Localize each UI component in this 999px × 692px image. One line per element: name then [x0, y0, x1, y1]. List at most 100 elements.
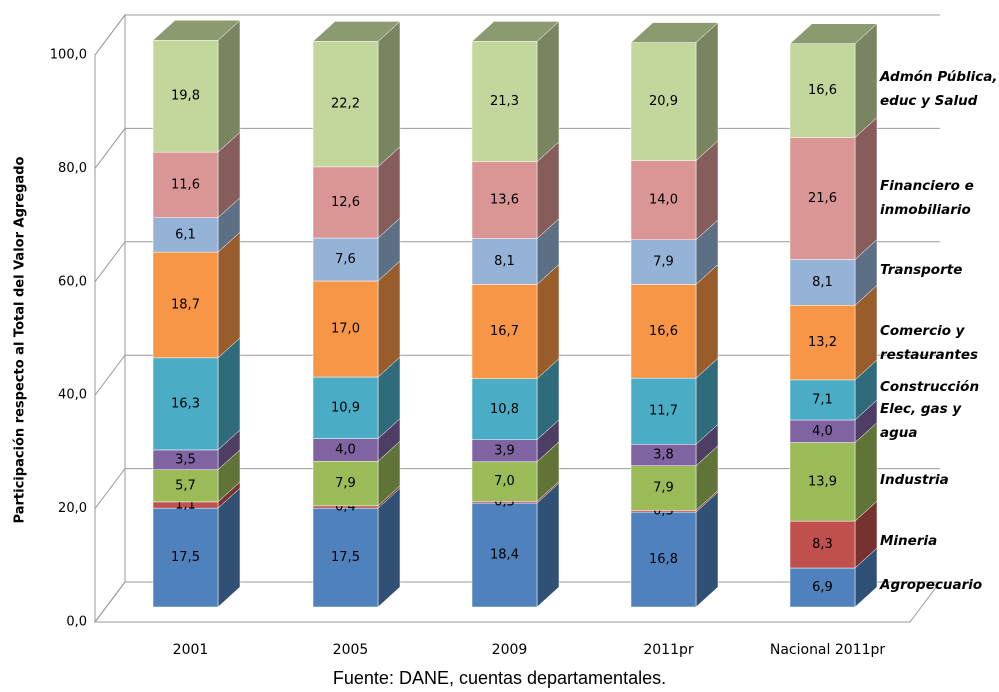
- bar-segment: [152, 469, 219, 503]
- bar-segment: [789, 137, 856, 260]
- bar-side: [854, 116, 878, 261]
- value-label: 5,7: [175, 478, 196, 493]
- bar-segment: [312, 41, 379, 168]
- bar-segment: [789, 520, 856, 569]
- bar-segment: [630, 284, 697, 379]
- legend-label: Industria: [880, 472, 949, 488]
- value-label: 16,8: [649, 552, 678, 567]
- bar-top: [312, 21, 401, 42]
- value-label: 10,8: [490, 402, 519, 417]
- value-label: 19,8: [171, 89, 200, 104]
- bar-segment: [471, 378, 538, 441]
- value-label: 20,9: [649, 94, 678, 109]
- legend-label: Construcción: [880, 379, 980, 395]
- value-label: 18,4: [490, 548, 519, 563]
- value-label: 6,1: [175, 227, 196, 242]
- bar-segment: [152, 217, 219, 253]
- bar-segment: [630, 511, 697, 608]
- value-label: 11,6: [171, 177, 200, 192]
- value-label: 8,1: [494, 254, 515, 269]
- bar-side: [377, 487, 401, 608]
- value-label: 17,5: [331, 550, 360, 565]
- bar-segment: [312, 376, 379, 439]
- value-label: 22,2: [331, 97, 360, 112]
- bar-segment: [471, 238, 538, 285]
- source-note: Fuente: DANE, cuentas departamentales.: [332, 668, 667, 688]
- value-label: 3,8: [653, 448, 674, 463]
- bar-side: [536, 20, 560, 163]
- value-label: 16,7: [490, 324, 519, 339]
- bar-top: [789, 23, 878, 44]
- value-label: 18,7: [171, 298, 200, 313]
- value-label: 13,6: [490, 193, 519, 208]
- bar-segment: [152, 151, 219, 218]
- value-label: 21,6: [808, 191, 837, 206]
- y-tick-label: 60,0: [58, 274, 87, 289]
- bar-side: [695, 21, 719, 162]
- value-label: 21,3: [490, 94, 519, 109]
- bar-segment: [471, 161, 538, 239]
- value-label: 7,6: [335, 252, 356, 267]
- bar-segment: [630, 377, 697, 445]
- value-label: 17,5: [171, 550, 200, 565]
- value-label: 16,6: [808, 83, 837, 98]
- bar-segment: [789, 379, 856, 421]
- bar-segment: [789, 567, 856, 608]
- value-label: 13,9: [808, 474, 837, 489]
- side-wall: [94, 13, 126, 624]
- value-label: 8,1: [812, 275, 833, 290]
- bar-segment: [312, 280, 379, 378]
- bar-segment: [789, 442, 856, 522]
- value-label: 7,9: [653, 481, 674, 496]
- bar-segment: [471, 41, 538, 163]
- legend-label: Elec, gas y agua: [880, 401, 962, 441]
- value-label: 6,9: [812, 580, 833, 595]
- value-label: 7,9: [653, 255, 674, 270]
- y-tick-label: 40,0: [58, 388, 87, 403]
- value-label: 11,7: [649, 404, 678, 419]
- bar-segment: [630, 160, 697, 240]
- value-label: 7,9: [335, 476, 356, 491]
- x-tick-label: 2005: [333, 642, 369, 658]
- bar-side: [217, 19, 241, 153]
- legend-label: Transporte: [880, 262, 963, 278]
- bar-top: [630, 22, 719, 43]
- value-label: 8,3: [812, 537, 833, 552]
- bar-side: [217, 231, 241, 359]
- value-label: 17,0: [331, 322, 360, 337]
- bar-segment: [630, 465, 697, 511]
- bar-side: [217, 487, 241, 608]
- x-tick-label: 2001: [173, 642, 209, 658]
- value-label: 4,0: [335, 442, 356, 457]
- grid-line: [94, 14, 940, 56]
- value-label: 16,3: [171, 396, 200, 411]
- bar-segment: [312, 166, 379, 239]
- y-tick-label: 0,0: [66, 615, 87, 630]
- bar-segment: [789, 43, 856, 138]
- value-label: 7,0: [494, 474, 515, 489]
- value-label: 10,9: [331, 400, 360, 415]
- value-label: 16,6: [649, 324, 678, 339]
- x-tick-label: 2009: [492, 642, 528, 658]
- value-label: 13,2: [808, 335, 837, 350]
- bar-segment: [312, 237, 379, 282]
- value-label: 3,5: [175, 452, 196, 467]
- bar-segment: [152, 357, 219, 451]
- y-axis-title: Participación respecto al Total del Valo…: [13, 156, 28, 523]
- legend-label: Financiero e inmobiliario: [880, 178, 974, 218]
- bar-segment: [471, 284, 538, 379]
- legend-label: Comercio y restaurantes: [880, 323, 979, 363]
- bar-segment: [152, 507, 219, 608]
- value-label: 14,0: [649, 193, 678, 208]
- bar-segment: [312, 460, 379, 507]
- bar-side: [377, 260, 401, 378]
- bar-segment: [471, 502, 538, 608]
- bar-segment: [789, 259, 856, 306]
- x-tick-label: 2011pr: [643, 642, 694, 658]
- x-tick-label: Nacional 2011pr: [770, 642, 886, 658]
- bar-segment: [312, 507, 379, 608]
- value-label: 7,1: [812, 392, 833, 407]
- value-label: 3,9: [494, 443, 515, 458]
